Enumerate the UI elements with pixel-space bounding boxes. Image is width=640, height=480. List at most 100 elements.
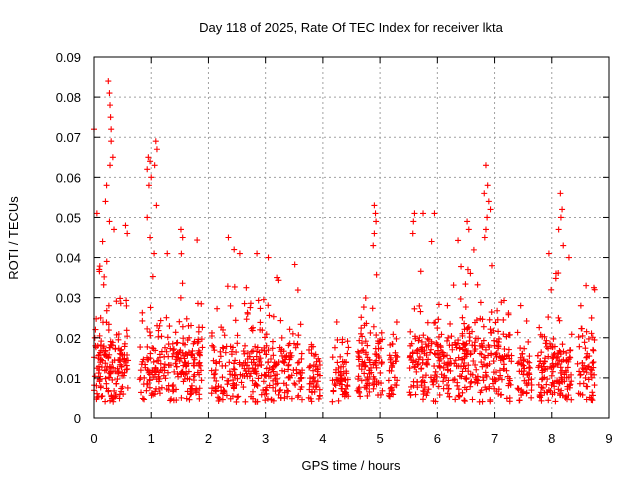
data-point [414, 379, 421, 386]
data-point [150, 391, 157, 398]
data-point [423, 392, 430, 399]
data-point [170, 382, 177, 389]
data-point [412, 364, 419, 371]
data-point [149, 345, 156, 352]
data-point [517, 354, 524, 361]
data-point [337, 353, 344, 360]
data-point [330, 388, 337, 395]
data-point [492, 378, 499, 385]
data-point [470, 358, 477, 365]
data-point [563, 393, 570, 400]
data-point [198, 377, 205, 384]
data-point [209, 342, 216, 349]
data-point [425, 386, 432, 393]
data-point [103, 258, 110, 265]
data-point [273, 375, 280, 382]
data-point [585, 363, 592, 370]
data-point [422, 372, 429, 379]
data-point [109, 359, 116, 366]
data-point [420, 387, 427, 394]
data-point [102, 198, 109, 205]
y-tick-label: 0 [74, 411, 81, 426]
data-point [195, 338, 202, 345]
data-point [376, 354, 383, 361]
data-point [265, 254, 272, 261]
data-point [195, 324, 202, 331]
data-point [430, 381, 437, 388]
data-point [444, 302, 451, 309]
data-point [98, 364, 105, 371]
data-point [387, 356, 394, 363]
data-point [96, 268, 103, 275]
data-point [486, 316, 493, 323]
data-point [446, 393, 453, 400]
data-point [437, 344, 444, 351]
data-point [559, 341, 566, 348]
data-point [232, 317, 239, 324]
data-point [424, 361, 431, 368]
data-point [385, 377, 392, 384]
data-point [358, 325, 365, 332]
data-point [105, 388, 112, 395]
data-point [516, 397, 523, 404]
data-point [243, 316, 250, 323]
data-point [495, 390, 502, 397]
data-point [565, 254, 572, 261]
data-point [444, 382, 451, 389]
data-point [355, 356, 362, 363]
data-point [182, 351, 189, 358]
data-point [144, 343, 151, 350]
data-point [249, 365, 256, 372]
data-point [455, 354, 462, 361]
data-point [170, 347, 177, 354]
data-point [549, 391, 556, 398]
data-point [431, 319, 438, 326]
data-point [482, 346, 489, 353]
data-point [370, 242, 377, 249]
data-point [445, 377, 452, 384]
data-point [334, 359, 341, 366]
data-point [222, 349, 229, 356]
data-point [472, 346, 479, 353]
data-point [475, 377, 482, 384]
data-point [524, 371, 531, 378]
data-point [245, 365, 252, 372]
data-point [298, 396, 305, 403]
data-point [139, 358, 146, 365]
data-point [100, 345, 107, 352]
data-point [408, 383, 415, 390]
data-point [551, 343, 558, 350]
data-point [428, 238, 435, 245]
data-point [543, 381, 550, 388]
data-point [119, 383, 126, 390]
data-point [296, 359, 303, 366]
data-point [118, 388, 125, 395]
data-point [551, 383, 558, 390]
data-point [537, 389, 544, 396]
data-point [284, 387, 291, 394]
data-point [444, 366, 451, 373]
data-point [363, 376, 370, 383]
data-point [281, 359, 288, 366]
data-point [234, 340, 241, 347]
chart-title: Day 118 of 2025, Rate Of TEC Index for r… [199, 20, 503, 35]
data-point [217, 353, 224, 360]
data-point [297, 321, 304, 328]
data-point [506, 332, 513, 339]
data-point [224, 381, 231, 388]
data-point [269, 364, 276, 371]
data-point [198, 336, 205, 343]
data-point [164, 250, 171, 257]
data-point [576, 380, 583, 387]
data-point [95, 370, 102, 377]
data-point [161, 367, 168, 374]
data-point [590, 346, 597, 353]
data-point [310, 367, 317, 374]
data-point [583, 282, 590, 289]
data-point [308, 350, 315, 357]
data-point [172, 329, 179, 336]
data-point [549, 379, 556, 386]
data-point [369, 305, 376, 312]
data-point [270, 363, 277, 370]
data-point [115, 356, 122, 363]
